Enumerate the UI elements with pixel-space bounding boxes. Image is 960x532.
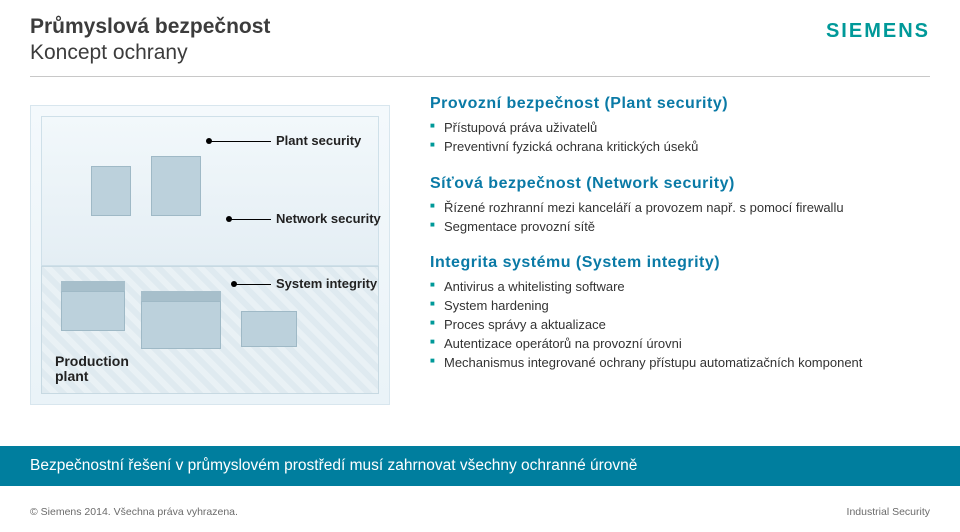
section-bullets: Antivirus a whitelisting software System… [430, 278, 930, 372]
title-line-1: Průmyslová bezpečnost [30, 14, 270, 40]
diagram-label-prod-l2: plant [55, 368, 88, 384]
bullet-item: Mechanismus integrované ochrany přístupu… [430, 354, 930, 373]
section-plant-security: Provozní bezpečnost (Plant security) Pří… [430, 95, 930, 157]
diagram-office [151, 156, 201, 216]
diagram-column: Plant security Network security System i… [30, 95, 400, 432]
bullet-item: Přístupová práva uživatelů [430, 119, 930, 138]
section-bullets: Řízené rozhranní mezi kanceláří a provoz… [430, 199, 930, 237]
diagram-building-roof [141, 291, 221, 301]
section-heading: Provozní bezpečnost (Plant security) [430, 95, 930, 113]
diagram-label-prod-l1: Production [55, 353, 129, 369]
diagram-building [141, 301, 221, 349]
diagram-building [241, 311, 297, 347]
section-heading: Integrita systému (System integrity) [430, 254, 930, 272]
bullet-item: Řízené rozhranní mezi kanceláří a provoz… [430, 199, 930, 218]
title-block: Průmyslová bezpečnost Koncept ochrany [30, 14, 270, 67]
summary-text: Bezpečnostní řešení v průmyslovém prostř… [30, 457, 637, 475]
diagram-building-roof [61, 281, 125, 291]
footer-topic: Industrial Security [847, 506, 930, 518]
section-bullets: Přístupová práva uživatelů Preventivní f… [430, 119, 930, 157]
security-layers-diagram: Plant security Network security System i… [30, 105, 390, 405]
diagram-label-production-plant: Production plant [55, 354, 129, 385]
bullet-item: Segmentace provozní sítě [430, 218, 930, 237]
diagram-building [61, 291, 125, 331]
summary-bar: Bezpečnostní řešení v průmyslovém prostř… [0, 446, 960, 486]
connector-line [234, 284, 271, 285]
bullet-item: Autentizace operátorů na provozní úrovni [430, 335, 930, 354]
section-heading: Síťová bezpečnost (Network security) [430, 175, 930, 193]
diagram-office [91, 166, 131, 216]
connector-line [229, 219, 271, 220]
section-system-integrity: Integrita systému (System integrity) Ant… [430, 254, 930, 372]
diagram-label-plant-security: Plant security [276, 133, 361, 148]
header-rule [30, 76, 930, 77]
slide: Průmyslová bezpečnost Koncept ochrany SI… [0, 0, 960, 532]
bullet-item: Preventivní fyzická ochrana kritických ú… [430, 138, 930, 157]
bullet-item: System hardening [430, 297, 930, 316]
siemens-logo: SIEMENS [826, 20, 930, 43]
text-column: Provozní bezpečnost (Plant security) Pří… [400, 95, 930, 432]
footer-copyright: © Siemens 2014. Všechna práva vyhrazena. [30, 506, 238, 518]
diagram-label-network-security: Network security [276, 211, 381, 226]
section-network-security: Síťová bezpečnost (Network security) Říz… [430, 175, 930, 237]
header: Průmyslová bezpečnost Koncept ochrany SI… [0, 0, 960, 80]
bullet-item: Proces správy a aktualizace [430, 316, 930, 335]
diagram-label-system-integrity: System integrity [276, 276, 377, 291]
connector-line [209, 141, 271, 142]
bullet-item: Antivirus a whitelisting software [430, 278, 930, 297]
title-line-2: Koncept ochrany [30, 40, 270, 66]
main-content: Plant security Network security System i… [30, 95, 930, 432]
